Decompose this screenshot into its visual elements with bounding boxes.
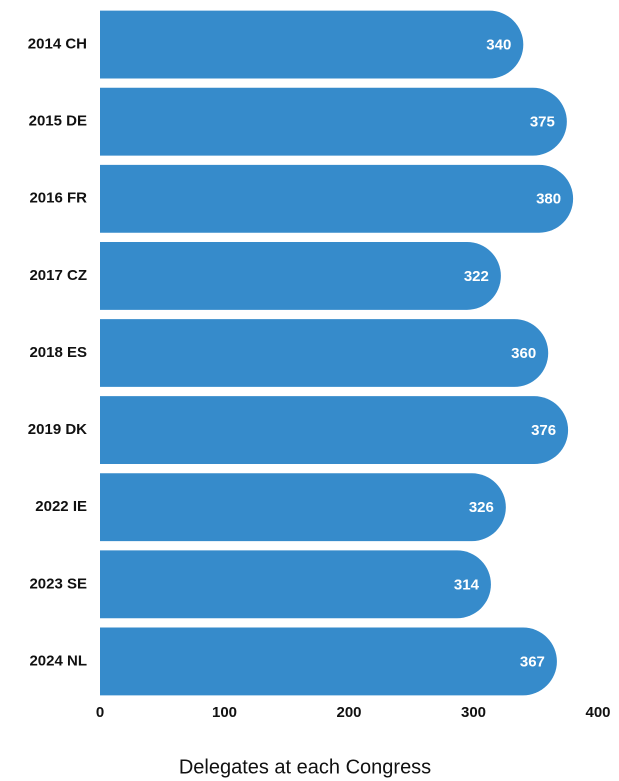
value-label: 326 [469, 499, 494, 516]
bar [100, 396, 569, 465]
value-label: 375 [530, 114, 555, 131]
value-label: 367 [520, 653, 545, 670]
bar [100, 319, 549, 387]
value-label: 360 [511, 345, 536, 362]
y-tick-label: 2022 IE [35, 498, 87, 515]
y-tick-label: 2014 CH [28, 36, 87, 53]
y-tick-label: 2016 FR [29, 190, 87, 207]
value-label: 314 [454, 576, 480, 593]
bar [100, 550, 491, 619]
value-label: 380 [536, 191, 561, 208]
bar [100, 627, 557, 696]
y-tick-label: 2018 ES [29, 344, 87, 361]
value-label: 322 [464, 268, 489, 285]
x-tick-label: 400 [585, 704, 610, 721]
value-label: 376 [531, 422, 556, 439]
y-tick-label: 2017 CZ [29, 267, 87, 284]
x-axis-title: Delegates at each Congress [179, 756, 431, 778]
bar [100, 164, 574, 233]
bar [100, 473, 506, 542]
x-tick-label: 200 [336, 704, 361, 721]
y-tick-label: 2024 NL [29, 652, 87, 669]
value-label: 340 [486, 37, 511, 54]
y-tick-label: 2015 DE [29, 113, 87, 130]
bar [100, 10, 524, 79]
bar [100, 87, 567, 156]
y-tick-label: 2019 DK [28, 421, 87, 438]
bar [100, 241, 501, 310]
y-tick-label: 2023 SE [29, 575, 87, 592]
x-tick-label: 0 [96, 704, 104, 721]
x-tick-label: 100 [212, 704, 237, 721]
x-tick-label: 300 [461, 704, 486, 721]
